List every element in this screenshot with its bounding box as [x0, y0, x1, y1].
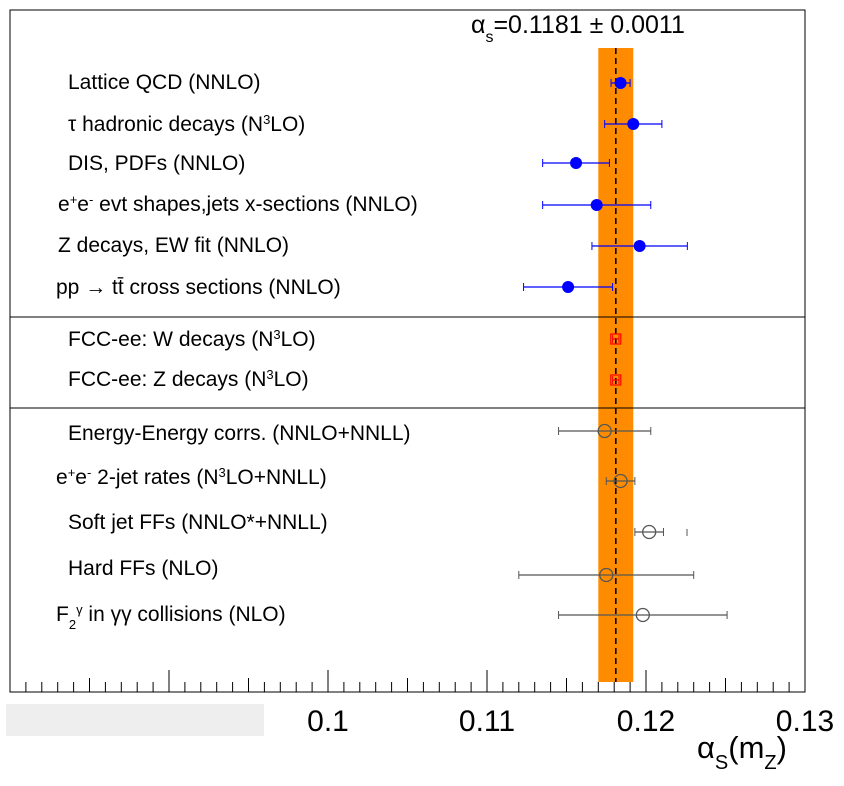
chart-title: αs=0.1181 ± 0.0011 [471, 11, 685, 46]
row-label: e+e- evt shapes,jets x-sections (NNLO) [58, 192, 418, 217]
marker [635, 607, 650, 623]
data-point [610, 333, 622, 345]
row-label: Energy-Energy corrs. (NNLO+NNLL) [68, 422, 411, 445]
data-point [610, 374, 622, 386]
x-axis-title: αS(mZ) [697, 730, 787, 774]
data-point [523, 281, 614, 293]
marker [610, 333, 622, 345]
x-tick-label: 0.1 [307, 705, 349, 738]
marker [610, 374, 622, 386]
row-label: FCC-ee: W decays (N3LO) [68, 327, 316, 352]
row-label: Soft jet FFs (NNLO*+NNLL) [68, 511, 328, 534]
row-label: DIS, PDFs (NNLO) [68, 152, 245, 175]
data-point [542, 157, 610, 169]
x-tick-label: 0.11 [459, 705, 515, 738]
row-label: e+e- 2-jet rates (N3LO+NNLL) [56, 465, 327, 490]
row-label: FCC-ee: Z decays (N3LO) [68, 367, 309, 392]
data-point [558, 423, 652, 439]
data-point [542, 199, 652, 211]
data-point [558, 607, 728, 623]
marker [562, 281, 575, 293]
data-point [610, 77, 631, 89]
axis-label-mask [6, 704, 264, 736]
marker [642, 524, 657, 540]
data-point [591, 240, 688, 252]
data-point [604, 118, 663, 130]
data-point [634, 524, 664, 540]
x-tick-label: 0.13 [776, 705, 834, 738]
row-label: τ hadronic decays (N3LO) [68, 112, 305, 137]
data-point [518, 567, 695, 583]
x-tick-label: 0.12 [617, 705, 675, 738]
marker [627, 118, 640, 130]
marker [590, 199, 603, 211]
x-axis: 0.1 0.11 0.12 0.13 [9, 670, 834, 738]
marker [613, 473, 628, 489]
data-marks [518, 77, 728, 623]
row-labels: Lattice QCD (NNLO) τ hadronic decays (N3… [56, 71, 418, 632]
marker [597, 423, 612, 439]
marker [614, 77, 627, 89]
row-label: Lattice QCD (NNLO) [68, 71, 261, 94]
marker [599, 567, 614, 583]
row-label: F2γ in γγ collisions (NLO) [56, 602, 286, 632]
row-label: Hard FFs (NLO) [68, 557, 219, 580]
row-label: Z decays, EW fit (NNLO) [58, 234, 289, 257]
marker [633, 240, 646, 252]
data-point [605, 473, 636, 489]
marker [570, 157, 583, 169]
row-label: pp → tt̄ cross sections (NNLO) [56, 276, 341, 299]
